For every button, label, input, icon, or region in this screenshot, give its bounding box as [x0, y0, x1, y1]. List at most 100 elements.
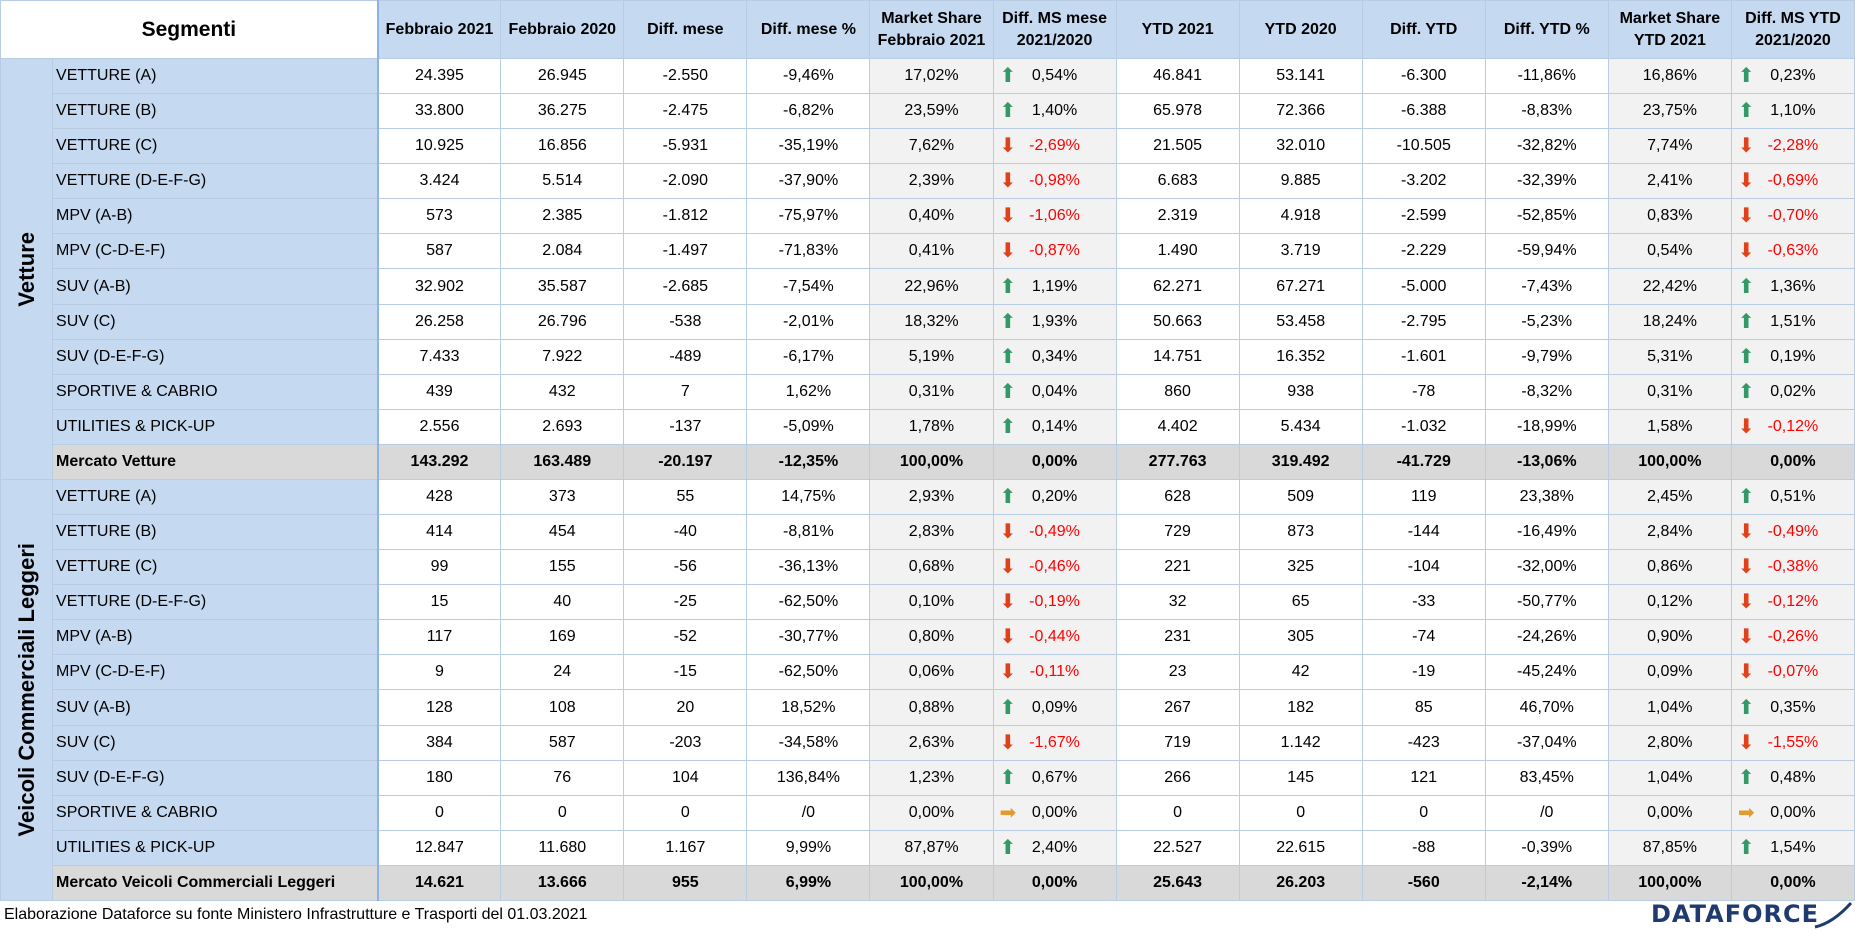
diff-ms-month-cell: ➡ 0,00% — [992, 794, 1117, 831]
diff-ytd-pct-cell: -11,86% — [1484, 57, 1609, 95]
ytd-2021-cell: 231 — [1115, 619, 1240, 656]
ytd-2020-cell: 3.719 — [1238, 233, 1363, 270]
diff-ms-month-cell: ⬇ -0,98% — [992, 163, 1117, 200]
feb-2021-cell: 414 — [377, 514, 502, 551]
market-share-ytd-cell: 0,86% — [1607, 549, 1732, 586]
arrow-up-icon: ⬆ — [999, 415, 1017, 438]
ytd-2020-cell: 4.918 — [1238, 198, 1363, 235]
market-share-feb-cell: 17,02% — [869, 57, 994, 95]
market-share-ytd-cell: 0,83% — [1607, 198, 1732, 235]
diff-ms-month-cell: ⬆ 0,14% — [992, 408, 1117, 445]
ytd-2021-cell: 2.319 — [1115, 198, 1240, 235]
segment-name: SUV (A-B) — [52, 268, 379, 305]
diff-month-pct-cell: -35,19% — [746, 128, 871, 165]
ytd-2021-cell: 65.978 — [1115, 93, 1240, 130]
ytd-2021-cell: 32 — [1115, 584, 1240, 621]
arrow-up-icon: ⬆ — [1737, 836, 1755, 859]
arrow-up-icon: ⬆ — [1737, 65, 1755, 88]
segment-name: VETTURE (C) — [52, 128, 379, 165]
market-share-ytd-cell: 2,84% — [1607, 514, 1732, 551]
feb-2020-cell: 35.587 — [500, 268, 625, 305]
market-share-feb-cell: 100,00% — [869, 864, 994, 902]
table-row: MPV (A-B) 573 2.385 -1.812 -75,97% 0,40% ⬇ -1,0… — [1, 198, 1855, 235]
ytd-2021-cell: 277.763 — [1115, 443, 1240, 481]
ytd-2020-cell: 5.434 — [1238, 408, 1363, 445]
table-row: UTILITIES & PICK-UP 12.847 11.680 1.167 9,99… — [1, 829, 1855, 866]
arrow-down-icon: ⬇ — [1737, 205, 1755, 228]
diff-ms-ytd-cell-value: 0,35% — [1770, 698, 1816, 716]
segment-name: UTILITIES & PICK-UP — [52, 829, 379, 866]
table-row: SPORTIVE & CABRIO 0 0 0/0 0,00% ➡ 0,00% 0 0 0/0 0,… — [1, 794, 1855, 831]
table-row: MPV (C-D-E-F) 9 24 -15 -62,50% 0,06% ⬇ -0,11% 23… — [1, 654, 1855, 691]
market-share-feb-cell: 100,00% — [869, 443, 994, 481]
group-label-text: Vetture — [14, 231, 39, 307]
diff-ms-month-cell: ⬇ -0,44% — [992, 619, 1117, 656]
diff-month-pct-cell: -2,01% — [746, 303, 871, 340]
arrow-up-icon: ⬆ — [999, 65, 1017, 88]
diff-ytd-pct-cell: -59,94% — [1484, 233, 1609, 270]
segment-name: SUV (A-B) — [52, 689, 379, 726]
diff-ms-ytd-cell-value: 1,36% — [1770, 277, 1816, 295]
feb-2021-cell: 128 — [377, 689, 502, 726]
market-share-ytd-cell: 1,04% — [1607, 689, 1732, 726]
diff-ms-ytd-cell: ⬆ 0,51% — [1730, 478, 1855, 516]
table-row: SUV (A-B) 32.902 35.587 -2.685 -7,54% 22,96% ⬆… — [1, 268, 1855, 305]
ytd-2021-cell: 23 — [1115, 654, 1240, 691]
diff-ms-month-cell: ⬇ -1,67% — [992, 724, 1117, 761]
market-share-table: Segmenti Febbraio 2021 Febbraio 2020 Dif… — [0, 0, 1855, 902]
ytd-2020-cell: 873 — [1238, 514, 1363, 551]
table-row: VETTURE (D-E-F-G) 3.424 5.514 -2.090 -37,90%… — [1, 163, 1855, 200]
diff-ytd-cell: -1.032 — [1361, 408, 1486, 445]
market-share-ytd-cell: 0,12% — [1607, 584, 1732, 621]
column-header: Market Share YTD 2021 — [1607, 0, 1732, 59]
table-row: VETTURE (B) 414 454 -40 -8,81% 2,83% ⬇ -0,49% 72… — [1, 514, 1855, 551]
group-label: Vetture — [0, 58, 54, 480]
market-share-feb-cell: 0,06% — [869, 654, 994, 691]
diff-ms-month-cell-value: -1,06% — [1029, 207, 1080, 225]
feb-2020-cell: 432 — [500, 373, 625, 410]
market-share-ytd-cell: 0,00% — [1607, 794, 1732, 831]
diff-ms-month-cell-value: -0,19% — [1029, 593, 1080, 611]
arrow-up-icon: ⬆ — [1737, 100, 1755, 123]
ytd-2021-cell: 46.841 — [1115, 57, 1240, 95]
market-share-ytd-cell: 87,85% — [1607, 829, 1732, 866]
feb-2021-cell: 3.424 — [377, 163, 502, 200]
feb-2021-cell: 2.556 — [377, 408, 502, 445]
diff-ytd-pct-cell: -32,82% — [1484, 128, 1609, 165]
diff-month-pct-cell: -37,90% — [746, 163, 871, 200]
market-share-feb-cell: 0,88% — [869, 689, 994, 726]
feb-2020-cell: 454 — [500, 514, 625, 551]
diff-ms-ytd-cell: ⬇ -0,69% — [1730, 163, 1855, 200]
arrow-up-icon: ⬆ — [1737, 380, 1755, 403]
market-share-feb-cell: 1,23% — [869, 759, 994, 796]
diff-month-pct-cell: -62,50% — [746, 654, 871, 691]
diff-month-cell: -15 — [623, 654, 748, 691]
diff-ytd-cell: 119 — [1361, 478, 1486, 516]
diff-ms-ytd-cell: ⬆ 1,36% — [1730, 268, 1855, 305]
diff-ms-ytd-cell: ⬆ 0,19% — [1730, 338, 1855, 375]
diff-ms-ytd-cell: ⬆ 1,54% — [1730, 829, 1855, 866]
market-share-ytd-cell: 2,41% — [1607, 163, 1732, 200]
diff-ms-ytd-cell-value: 0,19% — [1770, 347, 1816, 365]
logo-swoosh-icon — [1814, 901, 1853, 929]
segment-name: MPV (A-B) — [52, 198, 379, 235]
market-share-ytd-cell: 0,90% — [1607, 619, 1732, 656]
market-share-ytd-cell: 16,86% — [1607, 57, 1732, 95]
arrow-up-icon: ⬆ — [999, 275, 1017, 298]
diff-ms-ytd-cell-value: -0,12% — [1767, 417, 1819, 435]
market-share-feb-cell: 18,32% — [869, 303, 994, 340]
ytd-2020-cell: 72.366 — [1238, 93, 1363, 130]
diff-month-cell: 0 — [623, 794, 748, 831]
table-body: Vetture VETTURE (A) 24.395 26.945 -2.550 -9,4… — [0, 57, 1855, 902]
segment-name: SUV (D-E-F-G) — [52, 759, 379, 796]
arrow-up-icon: ⬆ — [1737, 345, 1755, 368]
diff-ms-ytd-cell: ⬇ -0,38% — [1730, 549, 1855, 586]
diff-ytd-pct-cell: 23,38% — [1484, 478, 1609, 516]
feb-2021-cell: 573 — [377, 198, 502, 235]
diff-ms-month-cell-value: 0,00% — [1031, 452, 1078, 470]
diff-ms-ytd-cell: ⬆ 0,23% — [1730, 57, 1855, 95]
diff-month-cell: -2.090 — [623, 163, 748, 200]
diff-ytd-pct-cell: -9,79% — [1484, 338, 1609, 375]
table-row: SUV (D-E-F-G) 180 76 104 136,84% 1,23% ⬆ 0,67% 2… — [1, 759, 1855, 796]
feb-2021-cell: 587 — [377, 233, 502, 270]
